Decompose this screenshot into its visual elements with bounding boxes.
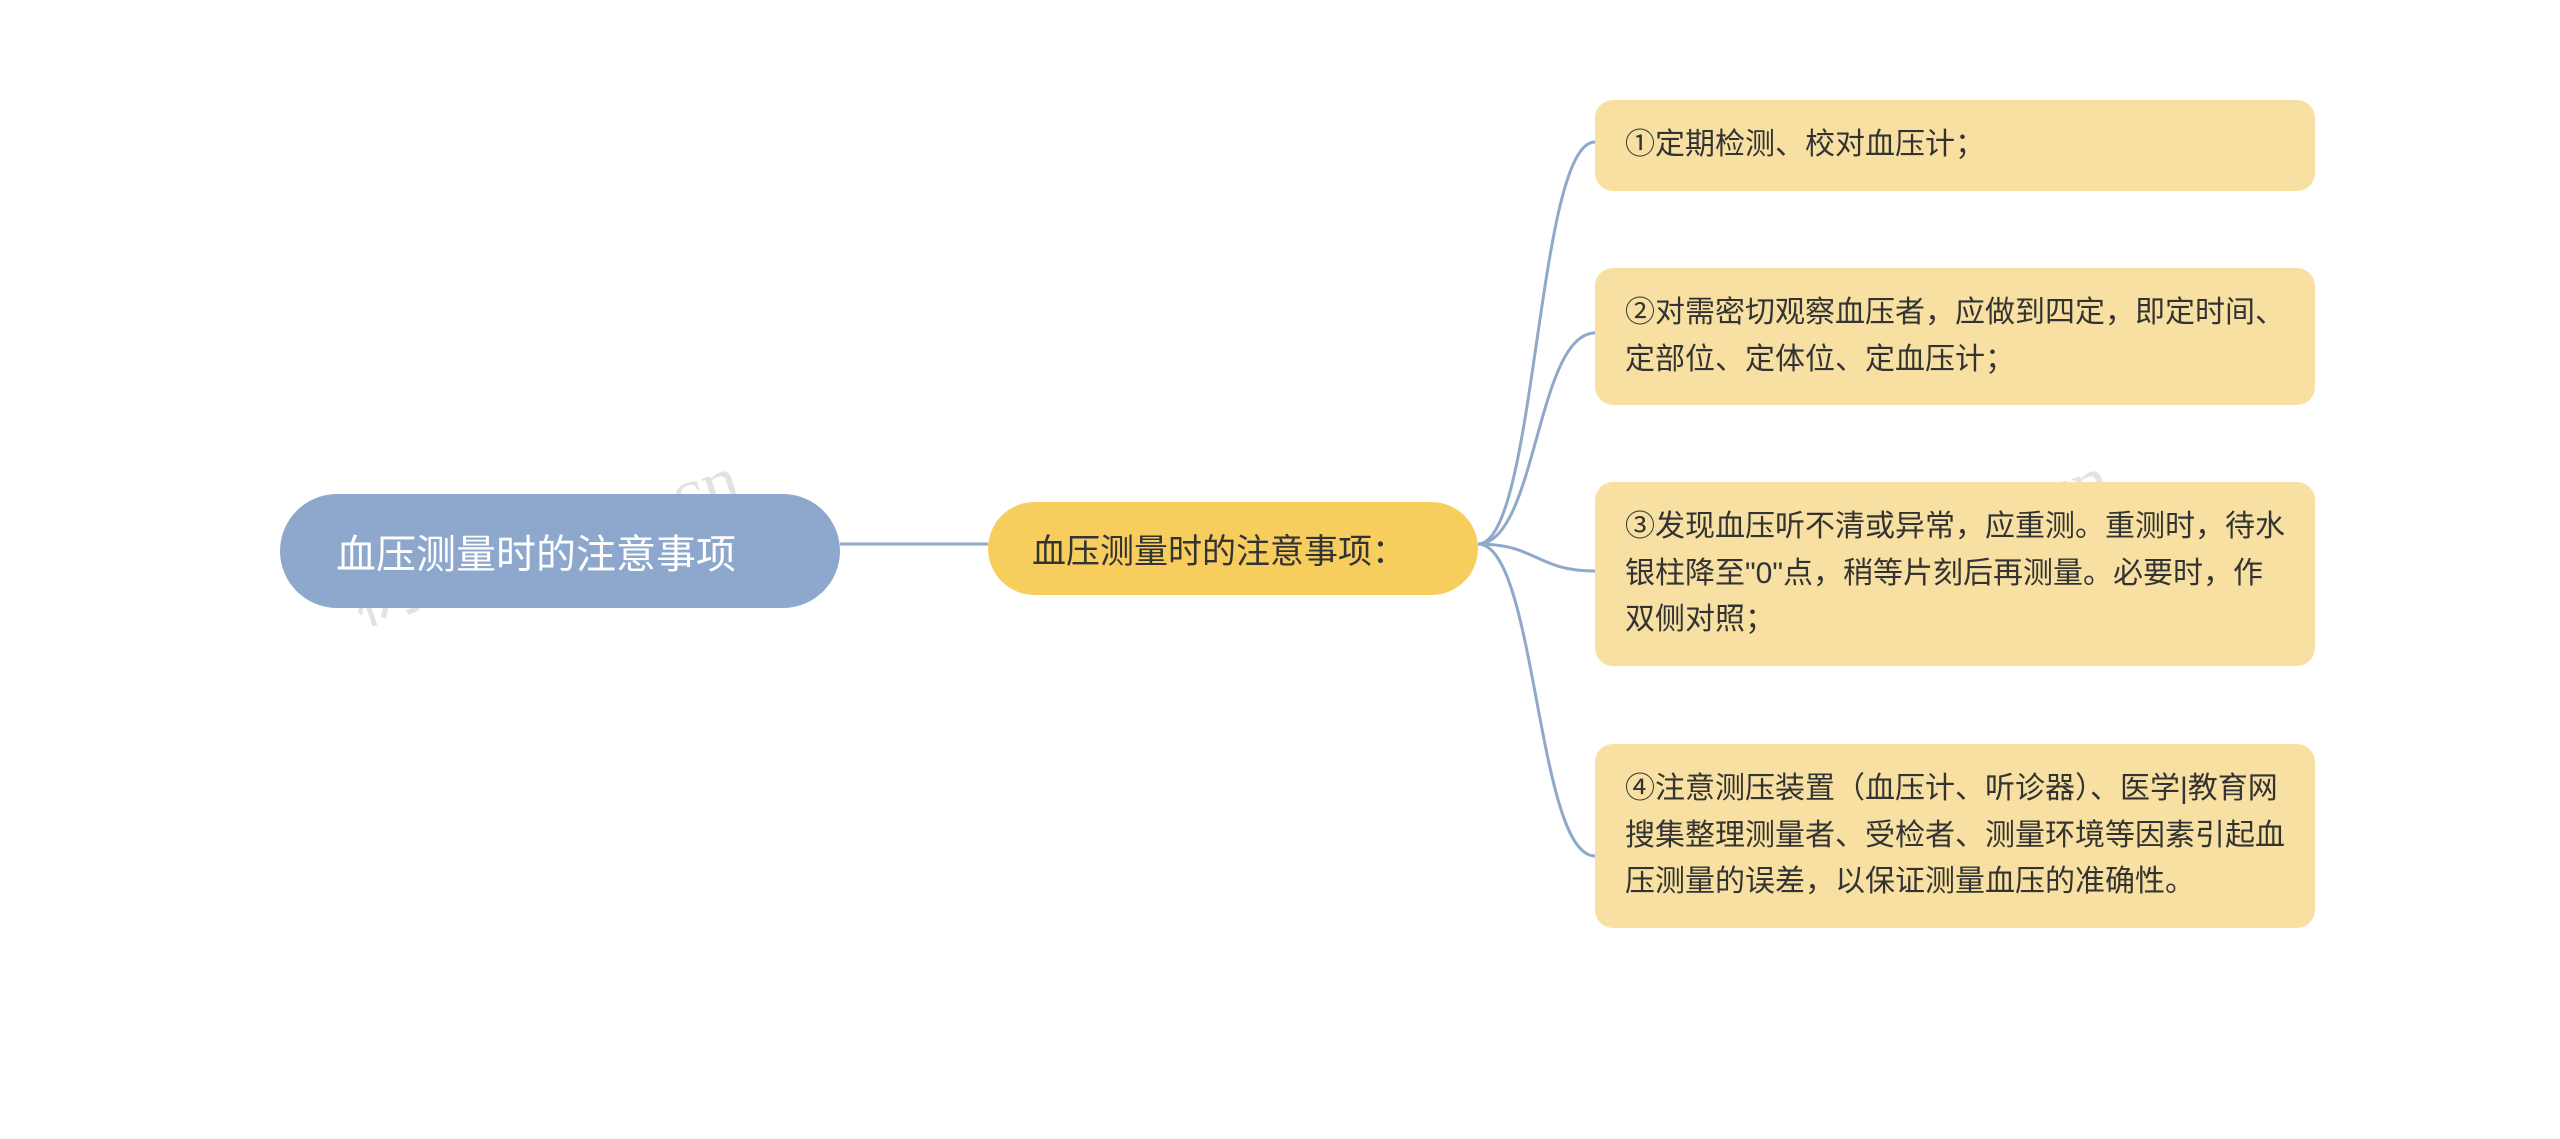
leaf-node-2[interactable]: ②对需密切观察血压者，应做到四定，即定时间、定部位、定体位、定血压计； — [1595, 268, 2315, 405]
leaf-node-3[interactable]: ③发现血压听不清或异常，应重测。重测时，待水银柱降至"0"点，稍等片刻后再测量。… — [1595, 482, 2315, 666]
root-label: 血压测量时的注意事项 — [336, 522, 736, 580]
root-node[interactable]: 血压测量时的注意事项 — [280, 494, 840, 608]
branch-label: 血压测量时的注意事项： — [1032, 524, 1406, 573]
leaf-node-4[interactable]: ④注意测压装置（血压计、听诊器）、医学|教育网搜集整理测量者、受检者、测量环境等… — [1595, 744, 2315, 928]
leaf-label: ③发现血压听不清或异常，应重测。重测时，待水银柱降至"0"点，稍等片刻后再测量。… — [1625, 504, 2285, 644]
leaf-label: ④注意测压装置（血压计、听诊器）、医学|教育网搜集整理测量者、受检者、测量环境等… — [1625, 766, 2285, 906]
leaf-label: ①定期检测、校对血压计； — [1625, 122, 1985, 169]
leaf-node-1[interactable]: ①定期检测、校对血压计； — [1595, 100, 2315, 191]
leaf-label: ②对需密切观察血压者，应做到四定，即定时间、定部位、定体位、定血压计； — [1625, 290, 2285, 383]
branch-node[interactable]: 血压测量时的注意事项： — [988, 502, 1478, 595]
mindmap-canvas: 树图 shutu.cn 树图 shutu.cn 血压测量时的注意事项 血压测量时… — [0, 0, 2560, 1139]
